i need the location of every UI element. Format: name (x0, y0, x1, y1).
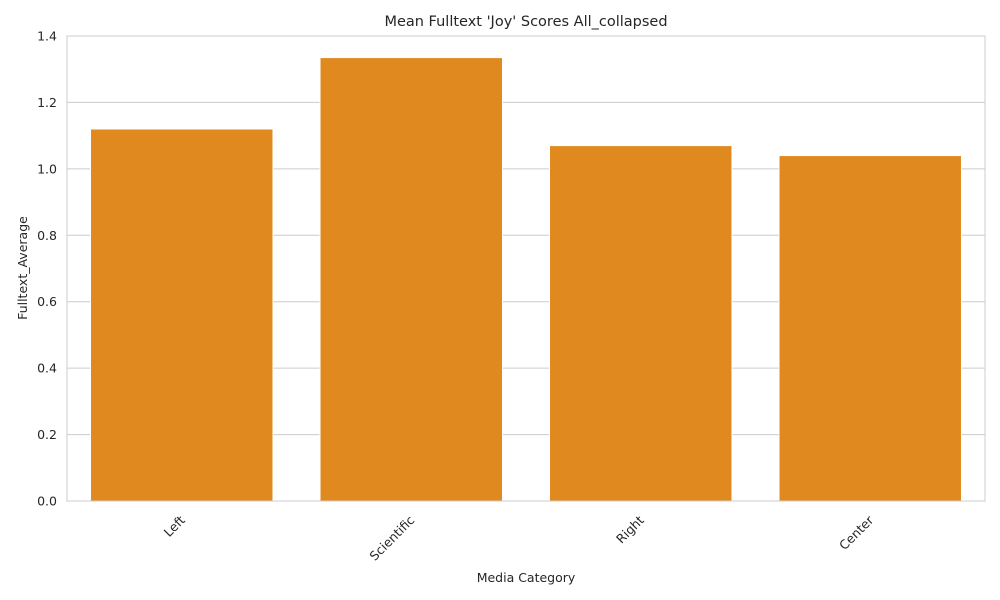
y-tick-label: 0.4 (37, 361, 57, 376)
bar-center (778, 155, 962, 502)
y-tick-label: 0.2 (37, 427, 57, 442)
y-tick-label: 1.0 (37, 161, 57, 176)
plot-frame (66, 35, 986, 502)
bar-left (90, 128, 274, 502)
y-tick-label: 1.4 (37, 29, 57, 44)
chart-title: Mean Fulltext 'Joy' Scores All_collapsed (384, 14, 667, 30)
x-tick-label: Center (836, 512, 877, 553)
bar-scientific (319, 57, 503, 502)
x-tick-label: Left (161, 512, 188, 539)
y-axis-label: Fulltext_Average (15, 216, 30, 320)
x-tick-labels: Left Scientific Right Center (161, 512, 877, 564)
y-tick-label: 0.8 (37, 228, 57, 243)
y-tick-label: 1.2 (37, 95, 57, 110)
x-axis-label: Media Category (477, 570, 576, 585)
x-tick-label: Scientific (366, 512, 417, 563)
y-tick-labels: 0.0 0.2 0.4 0.6 0.8 1.0 1.2 1.4 (37, 29, 57, 509)
y-tick-label: 0.6 (37, 294, 57, 309)
bar-right (549, 145, 733, 502)
y-tick-label: 0.0 (37, 494, 57, 509)
x-tick-label: Right (613, 512, 647, 546)
bars (90, 57, 962, 502)
